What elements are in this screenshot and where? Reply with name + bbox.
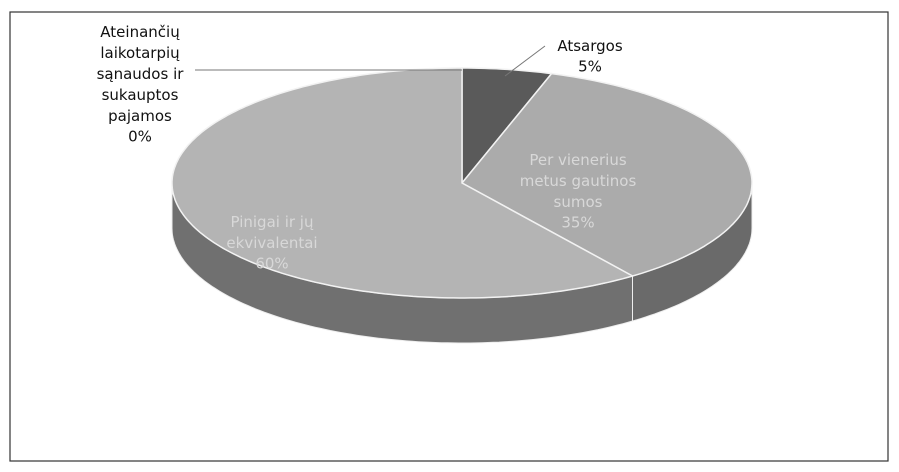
value-label: 5% (578, 58, 602, 76)
category-label: Pinigai ir jų ekvivalentai (226, 213, 317, 252)
category-label: Ateinančių laikotarpių sąnaudos ir sukaupto… (97, 23, 185, 125)
category-label: Per vienerius metus gautinos sumos (520, 151, 637, 211)
leader-line (504, 45, 546, 77)
slice (460, 72, 753, 277)
category-label: Atsargos (557, 37, 622, 55)
value-label: 60% (255, 255, 288, 273)
slice (461, 67, 554, 186)
slice (171, 67, 635, 299)
value-label: 0% (128, 128, 152, 146)
value-label: 35% (561, 214, 594, 232)
